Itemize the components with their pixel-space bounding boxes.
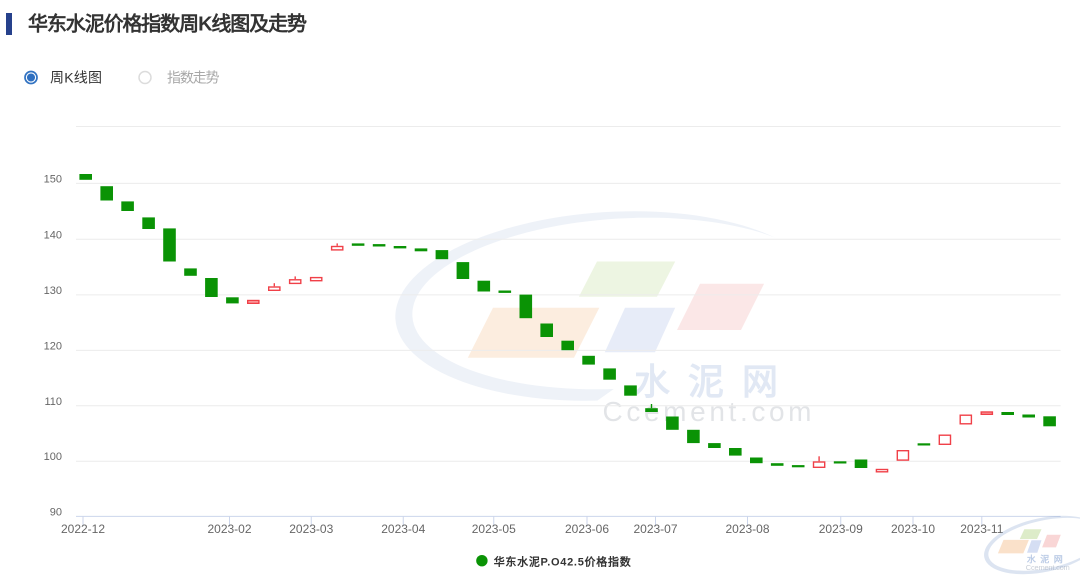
svg-text:Ccement.com: Ccement.com bbox=[1026, 563, 1070, 572]
svg-text:指数走势: 指数走势 bbox=[167, 70, 220, 86]
svg-text:水泥网: 水泥网 bbox=[1027, 554, 1067, 565]
svg-text:2023-09: 2023-09 bbox=[819, 522, 863, 536]
svg-text:100: 100 bbox=[44, 451, 62, 463]
svg-text:2023-06: 2023-06 bbox=[565, 522, 609, 536]
svg-text:2022-12: 2022-12 bbox=[61, 522, 105, 536]
svg-text:2023-03: 2023-03 bbox=[289, 522, 333, 536]
svg-text:150: 150 bbox=[44, 173, 62, 185]
svg-text:2023-04: 2023-04 bbox=[381, 522, 425, 536]
svg-text:华东水泥P.O42.5价格指数: 华东水泥P.O42.5价格指数 bbox=[494, 554, 632, 568]
svg-text:110: 110 bbox=[44, 396, 62, 408]
svg-text:2023-07: 2023-07 bbox=[633, 522, 677, 536]
svg-text:140: 140 bbox=[44, 229, 62, 241]
svg-text:2023-11: 2023-11 bbox=[960, 522, 1003, 536]
svg-text:2023-05: 2023-05 bbox=[472, 522, 516, 536]
svg-text:2023-02: 2023-02 bbox=[207, 522, 251, 536]
svg-text:90: 90 bbox=[50, 506, 62, 518]
svg-text:华东水泥价格指数周K线图及走势: 华东水泥价格指数周K线图及走势 bbox=[28, 12, 307, 36]
svg-text:2023-08: 2023-08 bbox=[725, 522, 769, 536]
svg-text:130: 130 bbox=[44, 285, 62, 297]
svg-text:120: 120 bbox=[44, 340, 62, 352]
svg-text:水泥网: 水泥网 bbox=[634, 361, 796, 402]
svg-text:周K线图: 周K线图 bbox=[50, 70, 102, 86]
svg-text:2023-10: 2023-10 bbox=[891, 522, 935, 536]
